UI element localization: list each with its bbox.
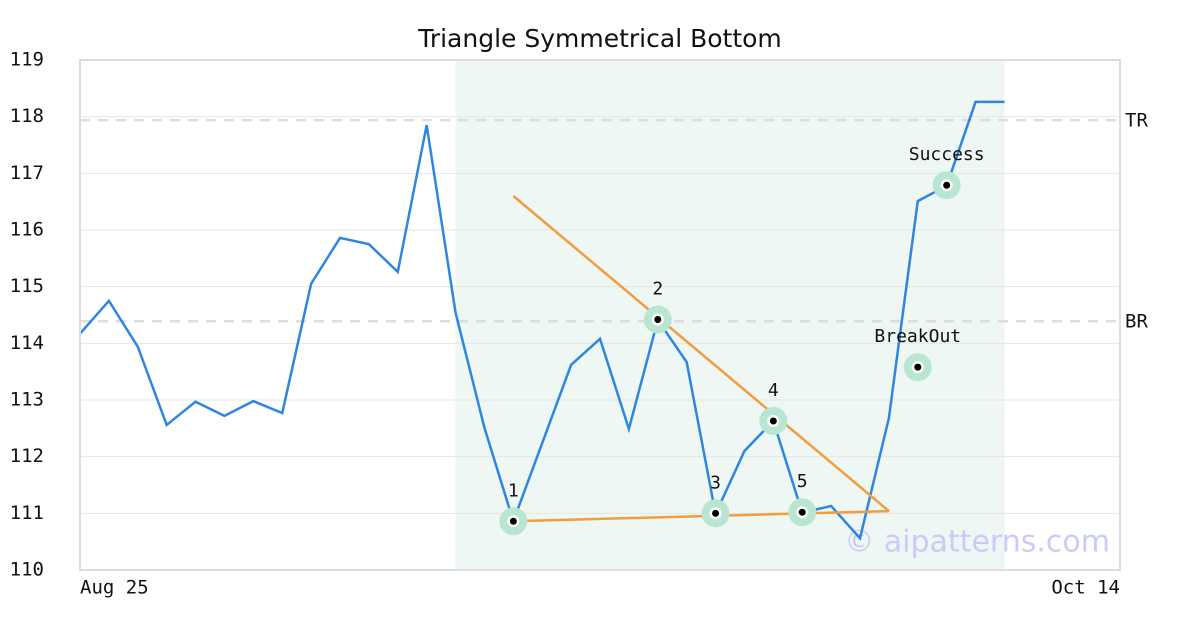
point-label: BreakOut — [874, 326, 961, 347]
shaded-region — [455, 60, 1005, 570]
x-tick-label: Aug 25 — [80, 577, 149, 599]
price-line — [79, 100, 1005, 541]
point-label: 2 — [652, 279, 663, 300]
level-label: BR — [1125, 311, 1148, 333]
y-tick-label: 110 — [10, 559, 44, 581]
point — [943, 181, 951, 189]
point-label: 3 — [710, 472, 721, 493]
point — [914, 363, 922, 371]
watermark: © aipatterns.com — [844, 525, 1110, 560]
point — [798, 508, 806, 516]
point — [509, 517, 517, 525]
y-tick-label: 117 — [10, 162, 44, 184]
chart-title: Triangle Symmetrical Bottom — [417, 24, 782, 53]
point — [712, 509, 720, 517]
y-tick-label: 112 — [10, 445, 44, 467]
y-tick-label: 114 — [10, 332, 44, 354]
x-tick-label: Oct 14 — [1051, 577, 1120, 599]
plot-frame — [79, 59, 1121, 571]
trend-line — [512, 195, 890, 513]
point-label: 1 — [508, 480, 519, 501]
point — [654, 316, 662, 324]
y-tick-label: 111 — [10, 502, 44, 524]
point-label: 4 — [768, 380, 779, 401]
y-tick-label: 119 — [10, 49, 44, 71]
level-label: TR — [1125, 110, 1148, 132]
y-tick-label: 116 — [10, 219, 44, 241]
y-tick-label: 115 — [10, 275, 44, 297]
point-label: 5 — [797, 471, 808, 492]
trend-line — [513, 509, 889, 523]
y-tick-label: 118 — [10, 105, 44, 127]
point-label: Success — [909, 144, 985, 165]
point — [769, 417, 777, 425]
y-tick-label: 113 — [10, 389, 44, 411]
